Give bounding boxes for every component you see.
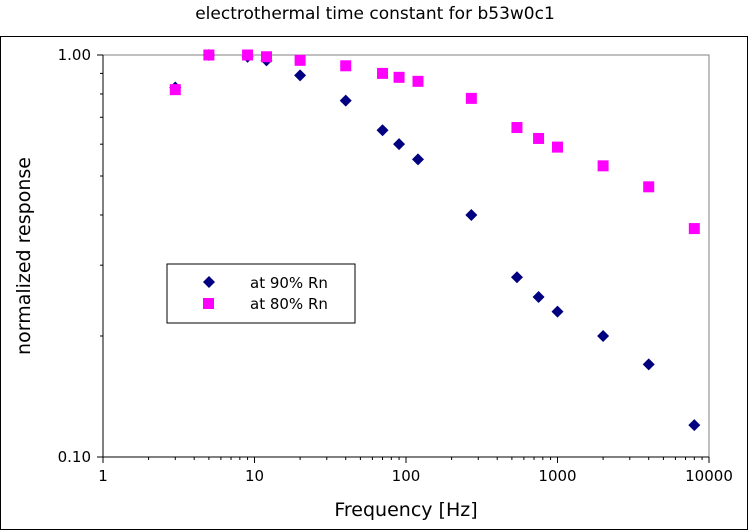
point-90rn [465, 208, 478, 221]
point-80rn [465, 92, 477, 104]
legend-label-90: at 90% Rn [250, 274, 328, 292]
point-90rn [339, 94, 352, 107]
y-ticks: 0.10 1.00 [58, 46, 103, 466]
point-90rn [411, 153, 424, 166]
point-80rn [203, 49, 215, 61]
x-tick-label: 10 [245, 467, 264, 485]
point-90rn [393, 138, 406, 151]
point-90rn [688, 419, 701, 432]
legend-marker-90 [203, 276, 215, 288]
plot-area [102, 54, 710, 458]
series-layer [169, 49, 701, 432]
legend: at 90% Rn at 80% Rn [166, 263, 356, 324]
y-axis-title: normalized response [13, 157, 35, 355]
point-90rn [510, 271, 523, 284]
point-90rn [376, 124, 389, 137]
point-90rn [294, 69, 307, 82]
point-90rn [642, 358, 655, 371]
point-80rn [169, 84, 181, 96]
x-ticks: 1 10 100 1000 10000 [98, 457, 733, 485]
point-80rn [260, 51, 272, 63]
point-80rn [242, 49, 254, 61]
legend-box [166, 263, 356, 324]
point-80rn [294, 54, 306, 66]
point-80rn [511, 122, 523, 134]
legend-label-80: at 80% Rn [250, 295, 328, 313]
legend-marker-80 [203, 298, 214, 309]
point-80rn [412, 75, 424, 87]
point-80rn [377, 67, 389, 79]
x-axis-title: Frequency [Hz] [334, 499, 477, 521]
point-80rn [552, 141, 563, 153]
point-80rn [340, 60, 352, 72]
point-80rn [597, 160, 609, 172]
chart-title: electrothermal time constant for b53w0c1 [195, 4, 555, 24]
x-tick-label: 100 [392, 467, 421, 485]
point-90rn [597, 329, 610, 342]
point-80rn [533, 132, 545, 144]
point-90rn [551, 305, 564, 318]
x-tick-label: 1000 [538, 467, 576, 485]
x-tick-label: 10000 [685, 467, 733, 485]
y-tick-label: 0.10 [58, 448, 91, 466]
point-80rn [393, 71, 405, 83]
point-80rn [688, 223, 700, 235]
point-80rn [643, 181, 655, 193]
y-tick-label: 1.00 [58, 46, 91, 64]
point-90rn [532, 291, 545, 304]
x-tick-label: 1 [98, 467, 108, 485]
chart-frame [0, 36, 748, 530]
